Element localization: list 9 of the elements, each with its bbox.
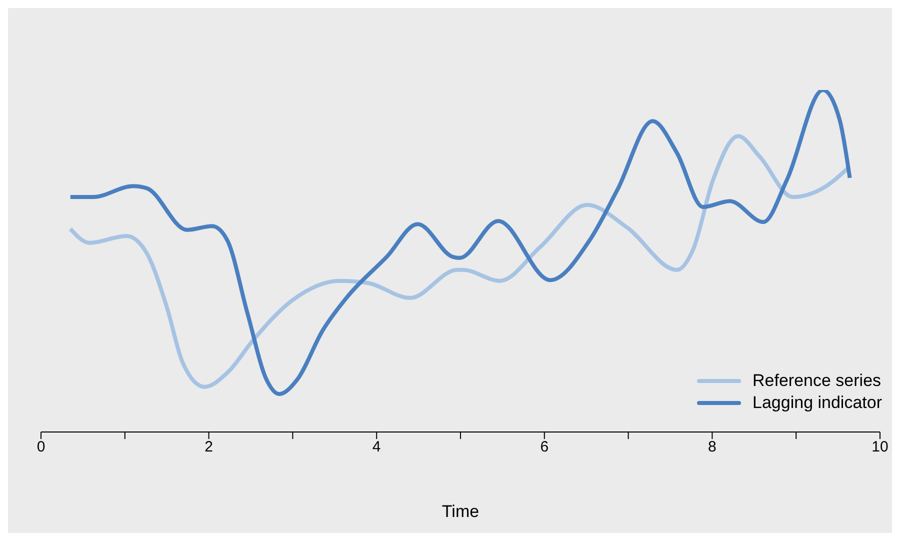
x-tick-label: 6 [540, 438, 549, 456]
x-axis-title: Time [442, 502, 480, 521]
x-tick-label: 8 [708, 438, 716, 456]
x-tick-label: 2 [204, 438, 213, 456]
x-tick-label: 4 [372, 438, 381, 456]
legend-label: Lagging indicator [752, 393, 882, 413]
x-tick-label: 10 [872, 438, 888, 456]
legend-label: Reference series [752, 371, 882, 391]
x-tick-label: 0 [36, 438, 46, 456]
